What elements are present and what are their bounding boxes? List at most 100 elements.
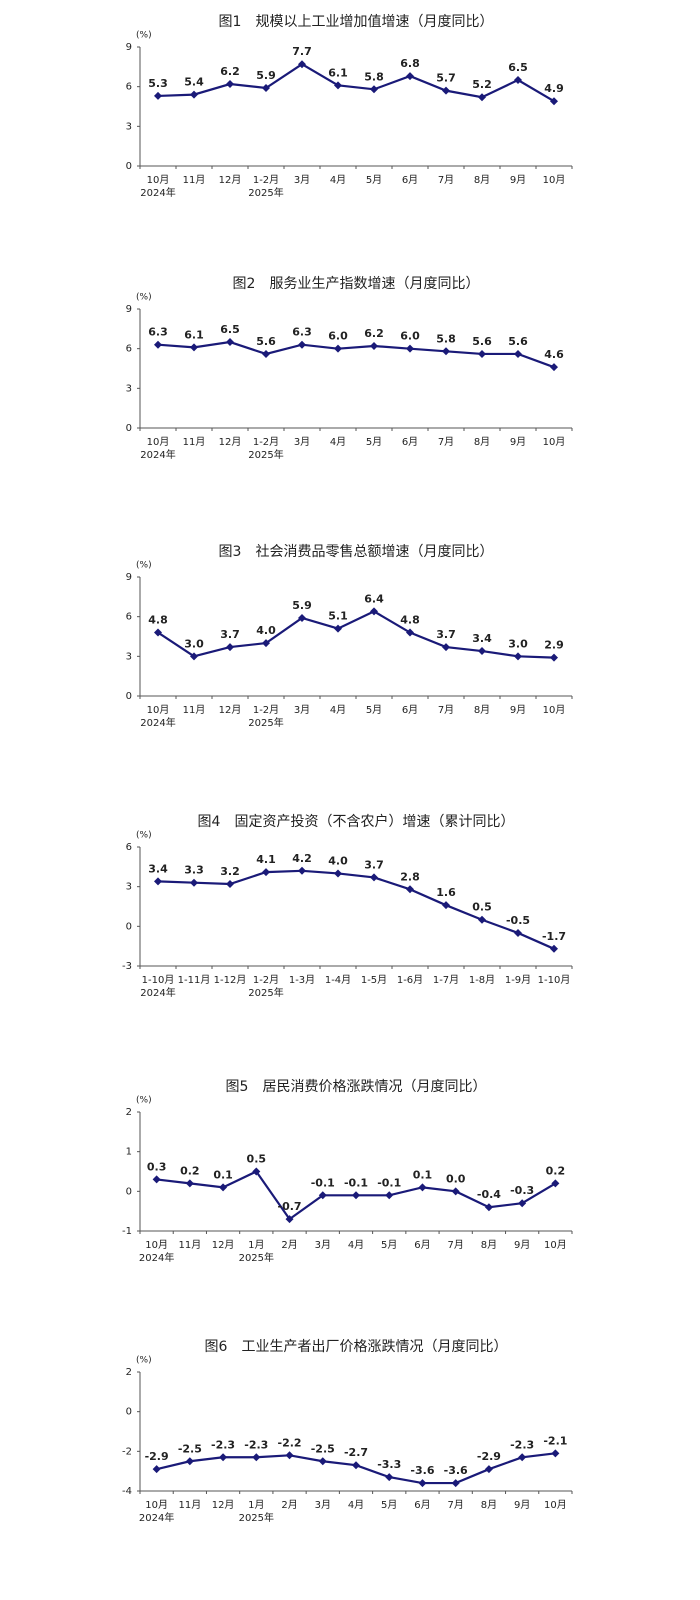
y-tick-label: -3 [122,961,132,972]
marker [370,342,378,351]
x-tick-label: 12月 [219,174,242,186]
value-label: 3.7 [364,858,384,871]
marker [298,340,306,349]
chart: 图4 固定资产投资（不含农户）增速（累计同比）(%)-30361-10月2024… [122,813,573,999]
x-tick-label: 4月 [330,704,346,716]
x-tick-label: 10月 [147,704,170,716]
value-label: -0.5 [506,914,530,927]
y-tick-label: 1 [126,1147,132,1158]
x-tick-label: 1-4月 [325,974,351,986]
marker [418,1183,427,1192]
marker [226,338,234,347]
x-tick-label: 3月 [315,1499,331,1511]
y-tick-label: -1 [122,1226,132,1237]
x-tick-label: 12月 [212,1239,235,1251]
value-label: -2.7 [344,1446,368,1459]
marker [285,1451,294,1460]
marker [550,944,558,953]
value-label: -2.3 [510,1438,534,1451]
marker [370,85,378,94]
value-label: 6.0 [400,330,420,343]
value-label: 6.8 [400,57,420,70]
x-tick-label: 12月 [219,436,242,448]
value-label: 3.0 [184,637,204,650]
y-tick-label: 9 [126,304,132,315]
x-tick-label: 1-6月 [397,974,423,986]
marker [190,878,198,887]
marker [219,1453,228,1462]
x-tick-label: 10月 [544,1499,567,1511]
year-label: 2024年 [139,1511,174,1524]
x-tick-label: 7月 [448,1239,464,1251]
line [157,62,555,103]
value-label: 6.1 [328,66,348,79]
y-tick-label: 0 [126,921,132,932]
value-label: 0.3 [147,1160,167,1173]
x-tick-label: 4月 [348,1499,364,1511]
value-label: -0.1 [311,1176,335,1189]
marker [551,1449,560,1458]
unit-label: (%) [136,293,152,303]
value-label: -2.3 [244,1438,268,1451]
chart-title: 图1 规模以上工业增加值增速（月度同比） [219,14,494,30]
y-tick-label: 6 [126,612,132,623]
x-tick-label: 10月 [145,1499,168,1511]
value-label: 4.2 [292,852,312,865]
y-tick-label: -2 [122,1446,132,1457]
x-tick-label: 9月 [514,1239,530,1251]
marker [185,1457,194,1466]
x-tick-label: 1-3月 [289,974,315,986]
value-label: 4.0 [256,624,276,637]
value-label: -2.1 [543,1434,567,1447]
x-tick-label: 10月 [147,174,170,186]
x-tick-label: 1-10月 [142,974,175,986]
value-label: 0.1 [213,1168,233,1181]
marker [154,628,162,637]
x-tick-label: 5月 [366,174,382,186]
year-label: 2025年 [239,1251,274,1264]
value-label: 3.0 [508,637,528,650]
year-label: 2025年 [248,986,283,999]
marker [190,343,198,352]
value-label: 4.0 [328,854,348,867]
marker [550,653,558,662]
x-tick-label: 10月 [543,436,566,448]
marker [514,928,522,937]
value-label: 5.6 [256,335,276,348]
value-label: 4.6 [544,348,564,361]
x-tick-label: 8月 [481,1239,497,1251]
value-label: -2.9 [145,1450,169,1463]
marker [226,643,234,652]
x-tick-label: 11月 [183,174,206,186]
value-label: -0.7 [278,1200,302,1213]
marker [262,868,270,877]
line [157,610,555,659]
marker [298,866,306,875]
chart-title: 图5 居民消费价格涨跌情况（月度同比） [226,1079,487,1095]
value-label: 3.7 [436,628,456,641]
x-tick-label: 11月 [183,704,206,716]
value-label: 3.4 [148,862,168,875]
marker [442,86,450,95]
marker [550,97,558,106]
marker [406,344,414,353]
marker [442,901,450,910]
line [157,340,555,369]
y-tick-label: 3 [126,882,132,893]
marker [154,91,162,100]
value-label: 0.5 [472,901,492,914]
x-tick-label: 7月 [448,1499,464,1511]
value-label: -0.1 [344,1176,368,1189]
x-tick-label: 11月 [178,1499,201,1511]
x-tick-label: 9月 [514,1499,530,1511]
year-label: 2024年 [140,986,175,999]
y-tick-label: 6 [126,842,132,853]
marker [252,1453,261,1462]
value-label: 3.3 [184,864,204,877]
value-label: 0.1 [413,1168,433,1181]
x-tick-label: 1-2月 [253,974,279,986]
x-tick-label: 3月 [315,1239,331,1251]
marker [518,1199,527,1208]
